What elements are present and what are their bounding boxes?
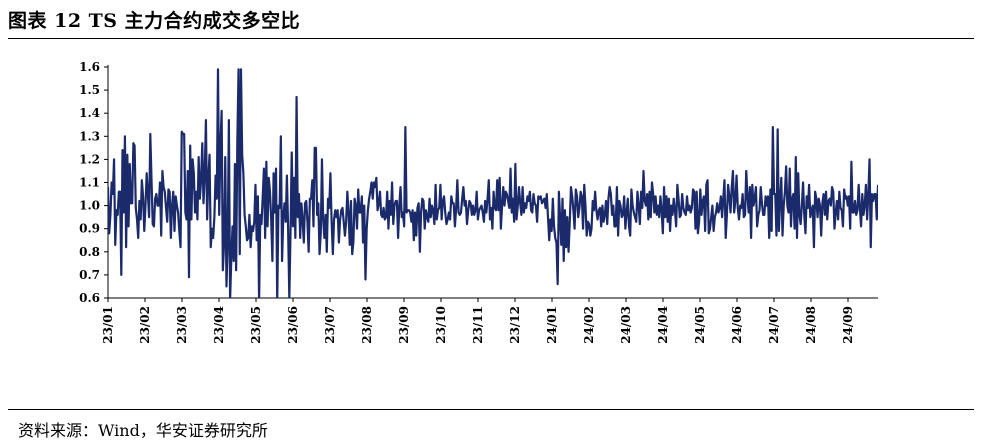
chart-axes <box>104 65 878 302</box>
y-tick-label: 1.5 <box>79 83 100 97</box>
x-tick-label: 24/07 <box>767 306 781 344</box>
x-tick-label: 24/01 <box>545 306 559 344</box>
x-tick-label: 23/10 <box>434 306 448 344</box>
plot-area <box>108 68 878 298</box>
x-tick-label: 23/01 <box>101 306 115 344</box>
x-tick-label: 23/11 <box>471 306 485 344</box>
x-tick-label: 23/03 <box>175 306 189 344</box>
y-tick-label: 0.7 <box>79 268 100 282</box>
x-tick-label: 23/12 <box>508 306 522 344</box>
y-tick-label: 0.8 <box>79 245 100 259</box>
x-tick-label: 23/09 <box>397 306 411 344</box>
x-tick-label: 23/05 <box>249 306 263 344</box>
x-tick-label: 23/07 <box>323 306 337 344</box>
x-tick-label: 24/03 <box>619 306 633 344</box>
x-tick-label: 23/02 <box>138 306 152 344</box>
y-tick-label: 0.9 <box>79 222 100 236</box>
x-tick-label: 24/04 <box>656 306 670 344</box>
x-tick-label: 24/05 <box>693 306 707 344</box>
chart-svg: 0.60.70.80.91.01.11.21.31.41.51.6 23/01 2… <box>79 60 878 344</box>
y-tick-label: 1.3 <box>79 129 100 143</box>
y-tick-label: 1.1 <box>79 176 100 190</box>
x-tick-label: 24/02 <box>582 306 596 344</box>
y-tick-label: 1.0 <box>79 199 100 213</box>
source-note: 资料来源：Wind，华安证券研究所 <box>18 421 268 440</box>
y-axis-tick-labels: 0.6 0.7 0.8 0.9 1.0 1.1 1.2 1.3 1.4 1.5 1.6 <box>79 60 100 305</box>
top-rule <box>8 38 974 39</box>
chart-title: 图表 12 TS 主力合约成交多空比 <box>8 10 301 32</box>
y-tick-label: 0.6 <box>79 291 100 305</box>
x-tick-label: 24/09 <box>841 306 855 344</box>
y-tick-label: 1.6 <box>79 60 100 74</box>
x-tick-label: 24/06 <box>730 306 744 344</box>
x-axis-tick-labels: 23/01 23/02 23/03 23/04 23/05 23/06 23/07 23/08… <box>101 306 855 344</box>
y-tick-label: 1.2 <box>79 152 100 166</box>
x-tick-label: 23/08 <box>360 306 374 344</box>
x-tick-label: 23/04 <box>212 306 226 344</box>
bottom-rule <box>8 409 974 410</box>
y-tick-label: 1.4 <box>79 106 100 120</box>
x-tick-label: 24/08 <box>804 306 818 344</box>
series-line-0 <box>108 68 878 298</box>
x-tick-label: 23/06 <box>286 306 300 344</box>
